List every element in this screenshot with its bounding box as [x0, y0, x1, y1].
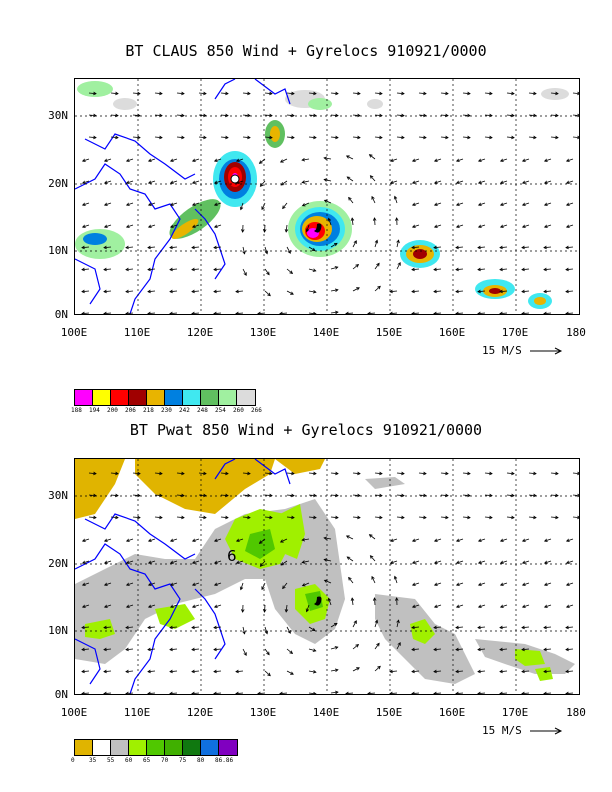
panel2-map: 6: [74, 458, 580, 695]
pwat-shading: [75, 459, 575, 684]
scale-arrow-icon: [530, 347, 563, 355]
cloud-shading: [75, 81, 569, 309]
colorbar-label: 55: [107, 757, 115, 764]
colorbar-swatch: [219, 390, 237, 405]
scale-arrow-icon: [530, 727, 563, 735]
coastlines: [75, 459, 291, 694]
x-label: 100E: [60, 706, 88, 719]
x-label: 110E: [123, 706, 151, 719]
colorbar-swatch: [129, 740, 147, 755]
x-label: 110E: [123, 326, 151, 339]
panel1-colorbar: [74, 389, 256, 406]
colorbar-swatch: [75, 740, 93, 755]
colorbar-label: 35: [89, 757, 97, 764]
colorbar-swatch: [93, 740, 111, 755]
x-label: 150E: [375, 326, 403, 339]
x-label: 180: [566, 706, 586, 719]
panel2-map-svg: 6: [75, 459, 579, 694]
colorbar-label: 230: [161, 407, 172, 414]
colorbar-swatch: [129, 390, 147, 405]
x-label: 140E: [312, 326, 340, 339]
x-label: 120E: [186, 706, 214, 719]
colorbar-label: 254: [215, 407, 226, 414]
colorbar-label: 80: [197, 757, 205, 764]
x-label: 100E: [60, 326, 88, 339]
y-label: 0N: [54, 308, 68, 321]
colorbar-label: 218: [143, 407, 154, 414]
colorbar-swatch: [201, 390, 219, 405]
x-label: 120E: [186, 326, 214, 339]
storm-symbol: 6: [227, 547, 322, 606]
colorbar-label: 70: [161, 757, 169, 764]
colorbar-label: 194: [89, 407, 100, 414]
wind-vectors: [81, 91, 579, 314]
y-label: 20N: [48, 177, 68, 190]
panel1-title: BT CLAUS 850 Wind + Gyrelocs 910921/0000: [125, 42, 487, 60]
colorbar-swatch: [237, 390, 255, 405]
colorbar-swatch: [165, 740, 183, 755]
wind-vectors: [81, 471, 579, 694]
y-label: 30N: [48, 109, 68, 122]
colorbar-label: 200: [107, 407, 118, 414]
y-label: 20N: [48, 557, 68, 570]
colorbar-label: 266: [251, 407, 262, 414]
colorbar-label: 65: [143, 757, 151, 764]
x-label: 160E: [438, 326, 466, 339]
y-label: 10N: [48, 624, 68, 637]
grid: [75, 79, 579, 314]
colorbar-label: 188: [71, 407, 82, 414]
x-label: 160E: [438, 706, 466, 719]
colorbar-label: 75: [179, 757, 187, 764]
colorbar-swatch: [111, 390, 129, 405]
colorbar-swatch: [183, 390, 201, 405]
colorbar-label: 60: [125, 757, 133, 764]
colorbar-label: 242: [179, 407, 190, 414]
colorbar-swatch: [165, 390, 183, 405]
colorbar-label: 248: [197, 407, 208, 414]
panel1-map-svg: [75, 79, 579, 314]
wind-scale-label: 15 M/S: [482, 724, 522, 737]
colorbar-swatch: [75, 390, 93, 405]
x-label: 130E: [249, 706, 277, 719]
colorbar-swatch: [111, 740, 129, 755]
wind-scale-label: 15 M/S: [482, 344, 522, 357]
grid: [75, 459, 579, 694]
x-label: 130E: [249, 326, 277, 339]
colorbar-swatch: [147, 390, 165, 405]
colorbar-swatch: [93, 390, 111, 405]
colorbar-label: 86.86: [215, 757, 234, 764]
panel1-map: [74, 78, 580, 315]
x-label: 150E: [375, 706, 403, 719]
colorbar-swatch: [183, 740, 201, 755]
storm-label: 6: [227, 547, 237, 565]
x-label: 170E: [501, 706, 529, 719]
colorbar-swatch: [201, 740, 219, 755]
colorbar-label: 260: [233, 407, 244, 414]
wind-scale: 15 M/S: [482, 724, 564, 737]
x-label: 140E: [312, 706, 340, 719]
x-label: 170E: [501, 326, 529, 339]
storm-symbol: [230, 174, 322, 233]
y-label: 0N: [54, 688, 68, 701]
panel2-colorbar: [74, 739, 238, 756]
y-label: 30N: [48, 489, 68, 502]
colorbar-label: 0: [71, 757, 75, 764]
wind-scale: 15 M/S: [482, 344, 564, 357]
colorbar-swatch: [147, 740, 165, 755]
panel2-title: BT Pwat 850 Wind + Gyrelocs 910921/0000: [129, 421, 483, 439]
x-label: 180: [566, 326, 586, 339]
coastlines: [75, 79, 291, 314]
colorbar-swatch: [219, 740, 237, 755]
colorbar-label: 206: [125, 407, 136, 414]
y-label: 10N: [48, 244, 68, 257]
